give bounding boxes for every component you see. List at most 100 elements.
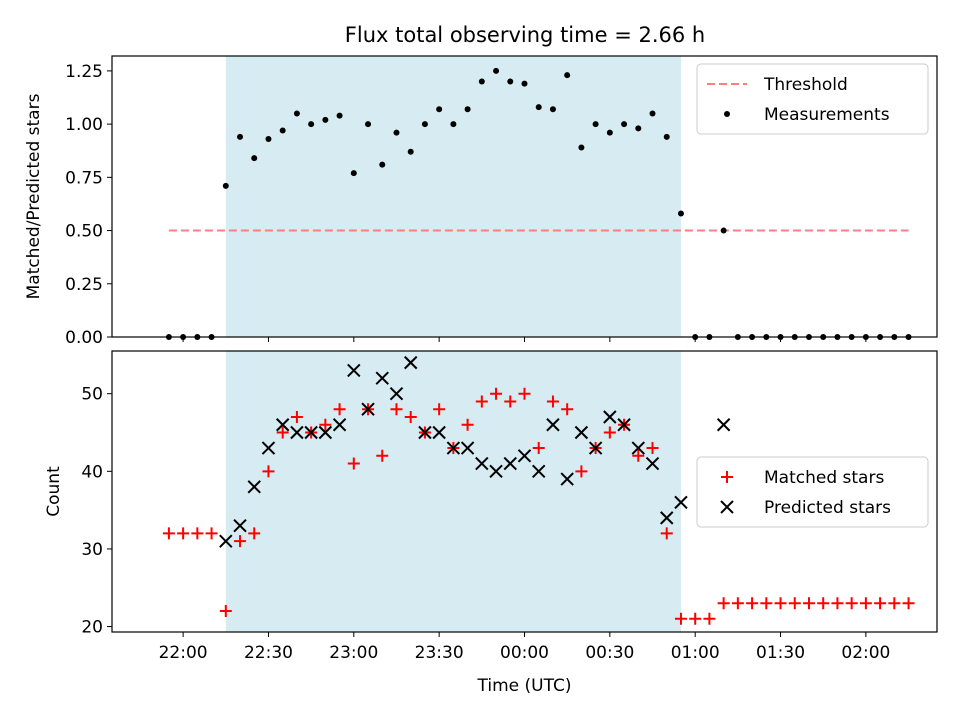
x-tick-label: 00:30: [585, 643, 634, 663]
measurement-point: [649, 110, 656, 117]
predicted-star-point: [432, 425, 446, 440]
y-tick-label: 1.00: [65, 115, 103, 135]
matched-star-point: [632, 449, 645, 462]
y-tick-label: 0.25: [65, 275, 103, 295]
predicted-star-point: [532, 464, 546, 479]
x-axis-label: Time (UTC): [477, 676, 572, 696]
legend-label: Predicted stars: [764, 498, 891, 518]
legend-label: Threshold: [763, 75, 848, 95]
matched-star-point: [831, 597, 844, 610]
matched-star-point: [433, 403, 446, 416]
matched-star-point: [746, 597, 759, 610]
x-tick-label: 02:00: [841, 643, 890, 663]
measurement-point: [436, 106, 443, 113]
predicted-star-point: [275, 418, 290, 432]
matched-star-point: [731, 597, 744, 610]
predicted-star-point: [546, 418, 560, 432]
matched-star-point: [376, 449, 389, 462]
measurement-point: [322, 116, 329, 123]
y-tick-label: 30: [81, 540, 103, 560]
matched-star-point: [888, 597, 901, 610]
matched-star-point: [490, 387, 503, 400]
matched-star-point: [717, 597, 730, 610]
matched-star-point: [703, 612, 716, 625]
measurement-point: [663, 133, 670, 140]
matched-star-point: [774, 597, 787, 610]
matched-star-point: [660, 527, 673, 540]
x-tick-label: 22:00: [159, 643, 208, 663]
matched-star-point: [859, 597, 872, 610]
matched-star-point: [205, 527, 218, 540]
matched-star-point: [248, 527, 261, 540]
matched-star-point: [518, 387, 531, 400]
predicted-star-point: [233, 518, 247, 533]
measurement-point: [308, 121, 315, 128]
measurement-point: [606, 129, 613, 136]
predicted-star-point: [645, 456, 660, 471]
matched-star-point: [461, 418, 474, 431]
measurement-point: [635, 125, 642, 132]
matched-star-point: [845, 597, 858, 610]
predicted-star-point: [290, 425, 304, 440]
predicted-star-point: [674, 495, 688, 510]
matched-star-point: [162, 527, 175, 540]
measurement-point: [450, 121, 457, 128]
axes-frame: [111, 350, 938, 633]
measurement-point: [535, 104, 542, 111]
predicted-star-point: [489, 464, 503, 479]
measurement-point: [621, 121, 628, 128]
measurement-point: [336, 112, 343, 119]
matched-star-point: [689, 612, 702, 625]
matched-star-point: [788, 597, 801, 610]
matched-star-point: [347, 457, 360, 470]
predicted-star-point: [403, 355, 418, 370]
predicted-star-point: [389, 386, 404, 401]
observing-window-span: [225, 351, 681, 632]
measurement-point: [720, 227, 727, 234]
legend-box: [696, 63, 929, 135]
matched-star-point: [177, 527, 190, 540]
x-tick-label: 22:30: [244, 643, 293, 663]
measurement-point: [379, 161, 386, 168]
measurement-point: [350, 170, 357, 177]
matched-star-point: [603, 426, 616, 439]
measurement-point: [222, 182, 229, 189]
axes-frame: [111, 55, 938, 338]
matched-star-point: [902, 597, 915, 610]
matched-star-point: [674, 612, 687, 625]
y-tick-label: 0.00: [65, 328, 103, 348]
matched-star-point: [874, 597, 887, 610]
measurement-point: [393, 129, 400, 136]
legend-label: Matched stars: [764, 468, 884, 488]
predicted-star-point: [304, 425, 318, 440]
predicted-star-point: [574, 425, 589, 440]
matched-star-point: [319, 418, 332, 431]
top-panel: 0.00 0.25 0.50 0.75 1.00 1.25 Matched/Predicte…: [24, 55, 938, 348]
legend: Threshold Measurements: [696, 63, 929, 135]
predicted-star-point: [617, 418, 631, 432]
matched-star-point: [475, 395, 488, 408]
x-tick-label: 00:00: [500, 643, 549, 663]
measurement-point: [521, 80, 528, 87]
matched-star-point: [646, 442, 659, 455]
predicted-star-point: [517, 449, 532, 463]
matched-star-point: [760, 597, 773, 610]
series-measurements: [165, 67, 912, 340]
legend-matched-marker: [721, 471, 733, 483]
y-tick-label: 1.25: [65, 62, 103, 82]
measurement-point: [464, 106, 471, 113]
x-tick-label: 01:30: [756, 643, 805, 663]
predicted-star-point: [475, 456, 489, 471]
predicted-star-point: [446, 441, 461, 455]
predicted-star-point: [560, 472, 574, 486]
measurement-point: [493, 67, 500, 74]
matched-star-point: [546, 395, 559, 408]
measurement-point: [578, 144, 585, 151]
predicted-star-point: [332, 418, 347, 432]
y-axis-label: Matched/Predicted stars: [24, 93, 44, 299]
predicted-star-point: [660, 511, 674, 525]
predicted-star-point: [261, 441, 276, 455]
y-tick-label: 50: [81, 385, 103, 405]
legend-label: Measurements: [764, 105, 890, 125]
